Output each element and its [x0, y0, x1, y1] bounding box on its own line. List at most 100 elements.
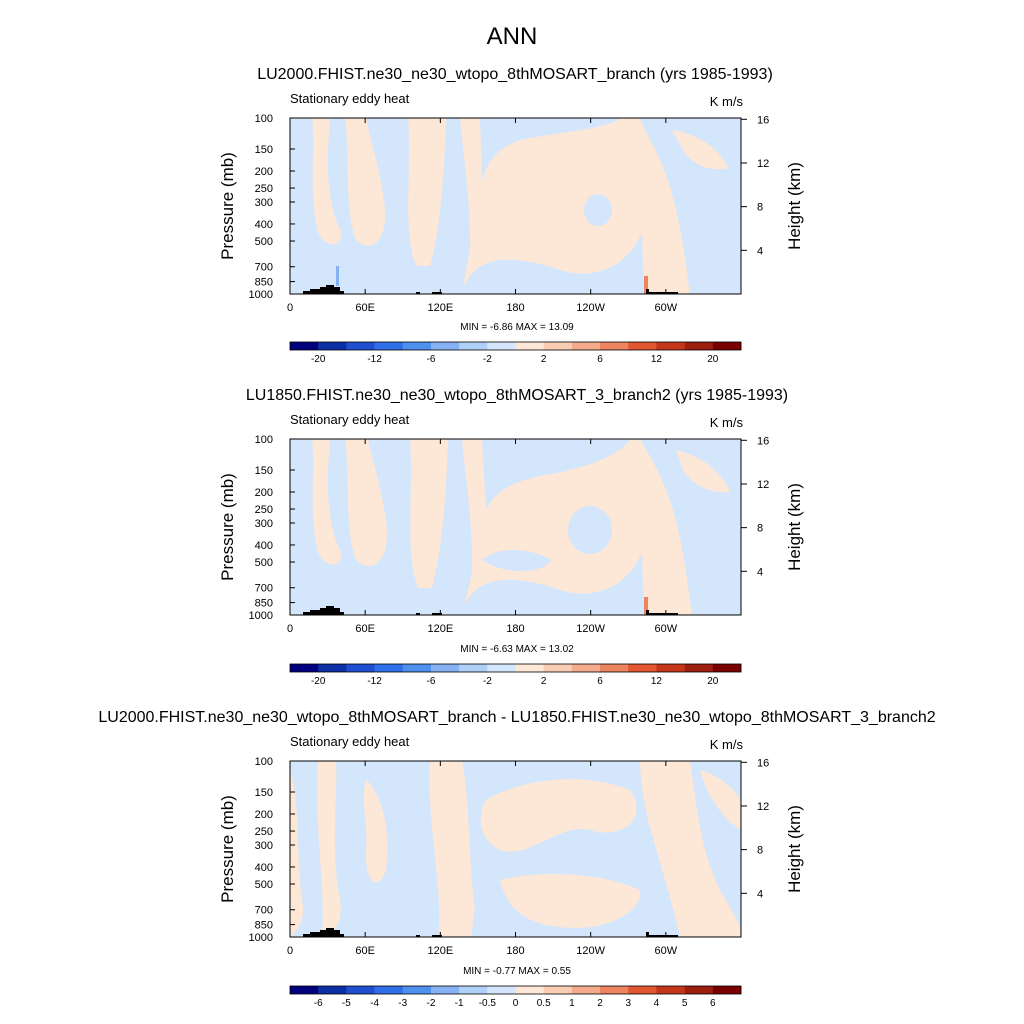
colorbar-swatch: [712, 986, 742, 994]
y-axis-height: 16 12 8 4: [741, 435, 769, 578]
y-tick-label: 1000: [249, 289, 273, 301]
y-tick-label: 400: [255, 219, 273, 231]
negative-region: [290, 439, 473, 615]
y-tick-label: 700: [255, 583, 273, 595]
positive-region: [640, 761, 741, 937]
y-tick-label: 200: [255, 166, 273, 178]
y-tick-label: 400: [255, 862, 273, 874]
y-tick-label: 150: [255, 465, 273, 477]
colorbar-swatch: [487, 986, 516, 994]
colorbar-swatch: [515, 342, 544, 350]
negative-region: [584, 194, 612, 226]
colorbar-label: 20: [707, 676, 719, 687]
y-tick-label: 100: [255, 434, 273, 446]
colorbar-swatch: [430, 986, 460, 994]
colorbar-label: -12: [367, 354, 382, 365]
colorbar-swatch: [402, 664, 432, 672]
y-right-tick-label: 16: [757, 435, 769, 447]
y-tick-label: 250: [255, 183, 273, 195]
contour-field: [290, 118, 741, 294]
colorbar-swatch: [318, 342, 347, 350]
min-max-stats: MIN = -6.63 MAX = 13.02: [460, 644, 574, 655]
colorbar-swatch: [684, 664, 714, 672]
colorbar-label: 0.5: [537, 998, 551, 1009]
negative-region: [480, 118, 620, 180]
panel-title: LU1850.FHIST.ne30_ne30_wtopo_8thMOSART_3…: [246, 387, 788, 404]
colorbar-frame: [289, 663, 742, 673]
colorbar-swatch: [628, 664, 657, 672]
panel-1: LU1850.FHIST.ne30_ne30_wtopo_8thMOSART_3…: [218, 387, 804, 687]
colorbar-label: -20: [311, 354, 326, 365]
colorbar-swatch: [402, 342, 432, 350]
colorbar-swatch: [712, 664, 742, 672]
y-right-tick-label: 12: [757, 479, 769, 491]
panel-left-string: Stationary eddy heat: [290, 91, 410, 106]
x-tick-label: 60W: [655, 945, 678, 957]
y-tick-label: 250: [255, 826, 273, 838]
colorbar-swatch: [290, 986, 319, 994]
positive-region: [676, 450, 730, 493]
y-tick-label: 200: [255, 809, 273, 821]
y-tick-label: 300: [255, 197, 273, 209]
x-axis: 0 60E 120E 180 120W 60W: [287, 761, 678, 957]
colorbar-label: 2: [541, 354, 547, 365]
colorbar-swatch: [459, 664, 488, 672]
colorbar-swatch: [712, 342, 742, 350]
colorbar-label: 2: [597, 998, 603, 1009]
colorbar-swatch: [290, 664, 319, 672]
colorbar-label: 6: [710, 998, 716, 1009]
negative-region: [482, 439, 630, 510]
colorbar-label: -1: [455, 998, 464, 1009]
y-axis-title: Pressure (mb): [218, 795, 237, 903]
colorbar-swatch: [600, 342, 629, 350]
x-tick-label: 60W: [655, 623, 678, 635]
y-tick-label: 850: [255, 598, 273, 610]
colorbar-swatch: [402, 986, 432, 994]
colorbar-swatch: [430, 342, 460, 350]
y-tick-label: 700: [255, 262, 273, 274]
x-tick-label: 180: [506, 945, 524, 957]
colorbar-swatch: [571, 664, 601, 672]
y-tick-label: 250: [255, 504, 273, 516]
colorbar-swatch: [543, 986, 573, 994]
x-tick-label: 120E: [427, 623, 453, 635]
x-tick-label: 120W: [576, 302, 605, 314]
colorbar-swatch: [684, 342, 714, 350]
colorbar-swatch: [346, 342, 375, 350]
y-right-tick-label: 8: [757, 202, 763, 214]
y-tick-label: 1000: [249, 932, 273, 944]
colorbar-swatch: [374, 986, 404, 994]
negative-region: [568, 506, 612, 554]
colorbar-label: -2: [483, 354, 492, 365]
colorbar-label: 2: [541, 676, 547, 687]
colorbar-label: -3: [398, 998, 407, 1009]
y-tick-label: 200: [255, 487, 273, 499]
panel-units: K m/s: [710, 737, 744, 752]
x-axis: 0 60E 120E 180 120W 60W: [287, 439, 678, 635]
y-tick-label: 400: [255, 540, 273, 552]
x-tick-label: 60W: [655, 302, 678, 314]
x-tick-label: 60E: [355, 623, 375, 635]
colorbar-swatch: [628, 986, 657, 994]
y-axis-title: Pressure (mb): [218, 473, 237, 581]
colorbar-label: 3: [625, 998, 631, 1009]
positive-region: [429, 761, 475, 937]
y-right-tick-label: 16: [757, 757, 769, 769]
strong-positive-spike: [644, 597, 648, 615]
contour-field: [290, 761, 741, 937]
y-right-tick-label: 4: [757, 566, 763, 578]
colorbar-label: 6: [597, 354, 603, 365]
y-tick-label: 100: [255, 756, 273, 768]
strong-positive-spike: [644, 276, 648, 294]
colorbar-label: 12: [651, 676, 663, 687]
figure-title: ANN: [487, 23, 538, 50]
y-tick-label: 500: [255, 236, 273, 248]
y-right-tick-label: 8: [757, 845, 763, 857]
colorbar-label: -6: [426, 354, 435, 365]
panel-left-string: Stationary eddy heat: [290, 734, 410, 749]
positive-region: [480, 779, 637, 852]
x-tick-label: 120E: [427, 945, 453, 957]
colorbar: -20 -12 -6 -2 2 6 12 20: [289, 341, 742, 365]
